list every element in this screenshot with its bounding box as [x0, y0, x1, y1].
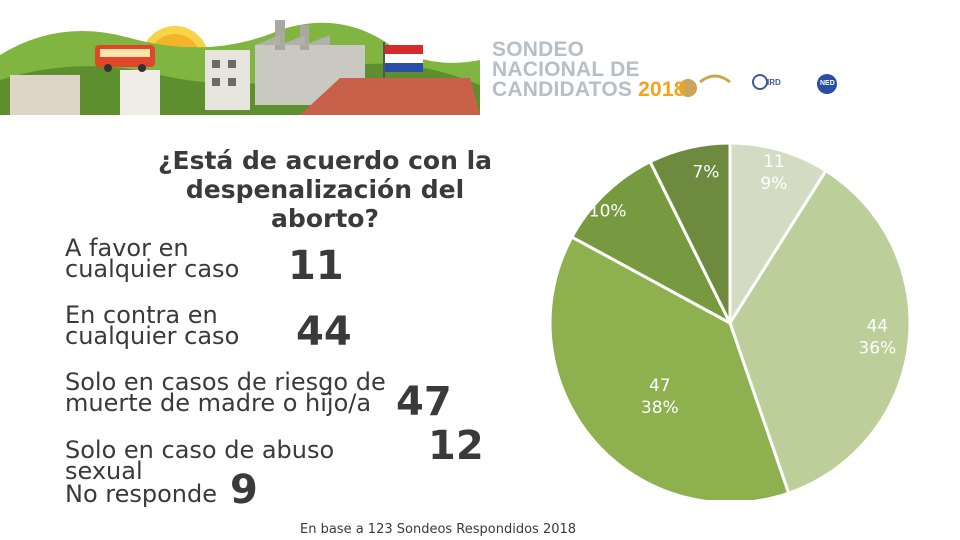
slice-value-label-a-favor: 11 [763, 152, 785, 172]
question-title: ¿Está de acuerdo con la despenalización … [157, 146, 493, 233]
banner-title-line-3: CANDIDATOS 2018 [492, 78, 686, 101]
slice-value-label-riesgo: 47 [649, 376, 671, 396]
pie-slice-no-responde [648, 141, 732, 324]
category-label-abuso: Solo en caso de abuso sexual [65, 436, 335, 485]
banner-title-line-1: SONDEO [492, 38, 585, 61]
category-label-en-contra: En contra en cualquier caso [65, 301, 240, 350]
category-value-en-contra: 44 [296, 309, 352, 355]
category-value-abuso: 12 [428, 423, 484, 469]
bus-icon [95, 45, 155, 72]
flag-icon [383, 42, 423, 102]
category-value-riesgo: 47 [396, 379, 452, 425]
slice-percent-label-en-contra: 36% [858, 338, 896, 358]
pie-slice-riesgo [548, 234, 791, 500]
buildings-icon [10, 50, 250, 115]
banner-title: SONDEO NACIONAL DE CANDIDATOS 2018 [492, 38, 686, 101]
logo-ird-icon [752, 74, 768, 90]
logo-gallo-icon [679, 74, 731, 97]
slice-percent-label-no-responde: 7% [692, 163, 719, 183]
banner-title-line-2: NACIONAL DE [492, 58, 640, 81]
slice-percent-label-riesgo: 38% [641, 398, 679, 418]
roof-shape [300, 78, 480, 115]
slice-percent-label-a-favor: 9% [760, 174, 787, 194]
category-label-riesgo: Solo en casos de riesgo de muerte de mad… [65, 368, 386, 417]
footnote: En base a 123 Sondeos Respondidos 2018 [300, 522, 577, 537]
category-label-a-favor: A favor en cualquier caso [65, 234, 240, 283]
slice-percent-label-abuso: 10% [589, 202, 627, 222]
header-banner: SONDEO NACIONAL DE CANDIDATOS 2018 IRD N… [0, 0, 960, 115]
logo-ned-text: NED [820, 80, 835, 87]
pie-slice-abuso [569, 159, 734, 327]
logo-ned-icon [817, 74, 837, 94]
slice-value-label-en-contra: 44 [866, 316, 888, 336]
pie-slice-en-contra [728, 168, 912, 496]
category-label-no-responde: No responde [65, 480, 218, 508]
logo-ird-text: IRD [767, 78, 781, 87]
banner-illustration [0, 0, 960, 115]
category-value-no-responde: 9 [230, 467, 258, 513]
pie-slice-a-favor [728, 141, 828, 329]
category-value-a-favor: 11 [288, 243, 344, 289]
